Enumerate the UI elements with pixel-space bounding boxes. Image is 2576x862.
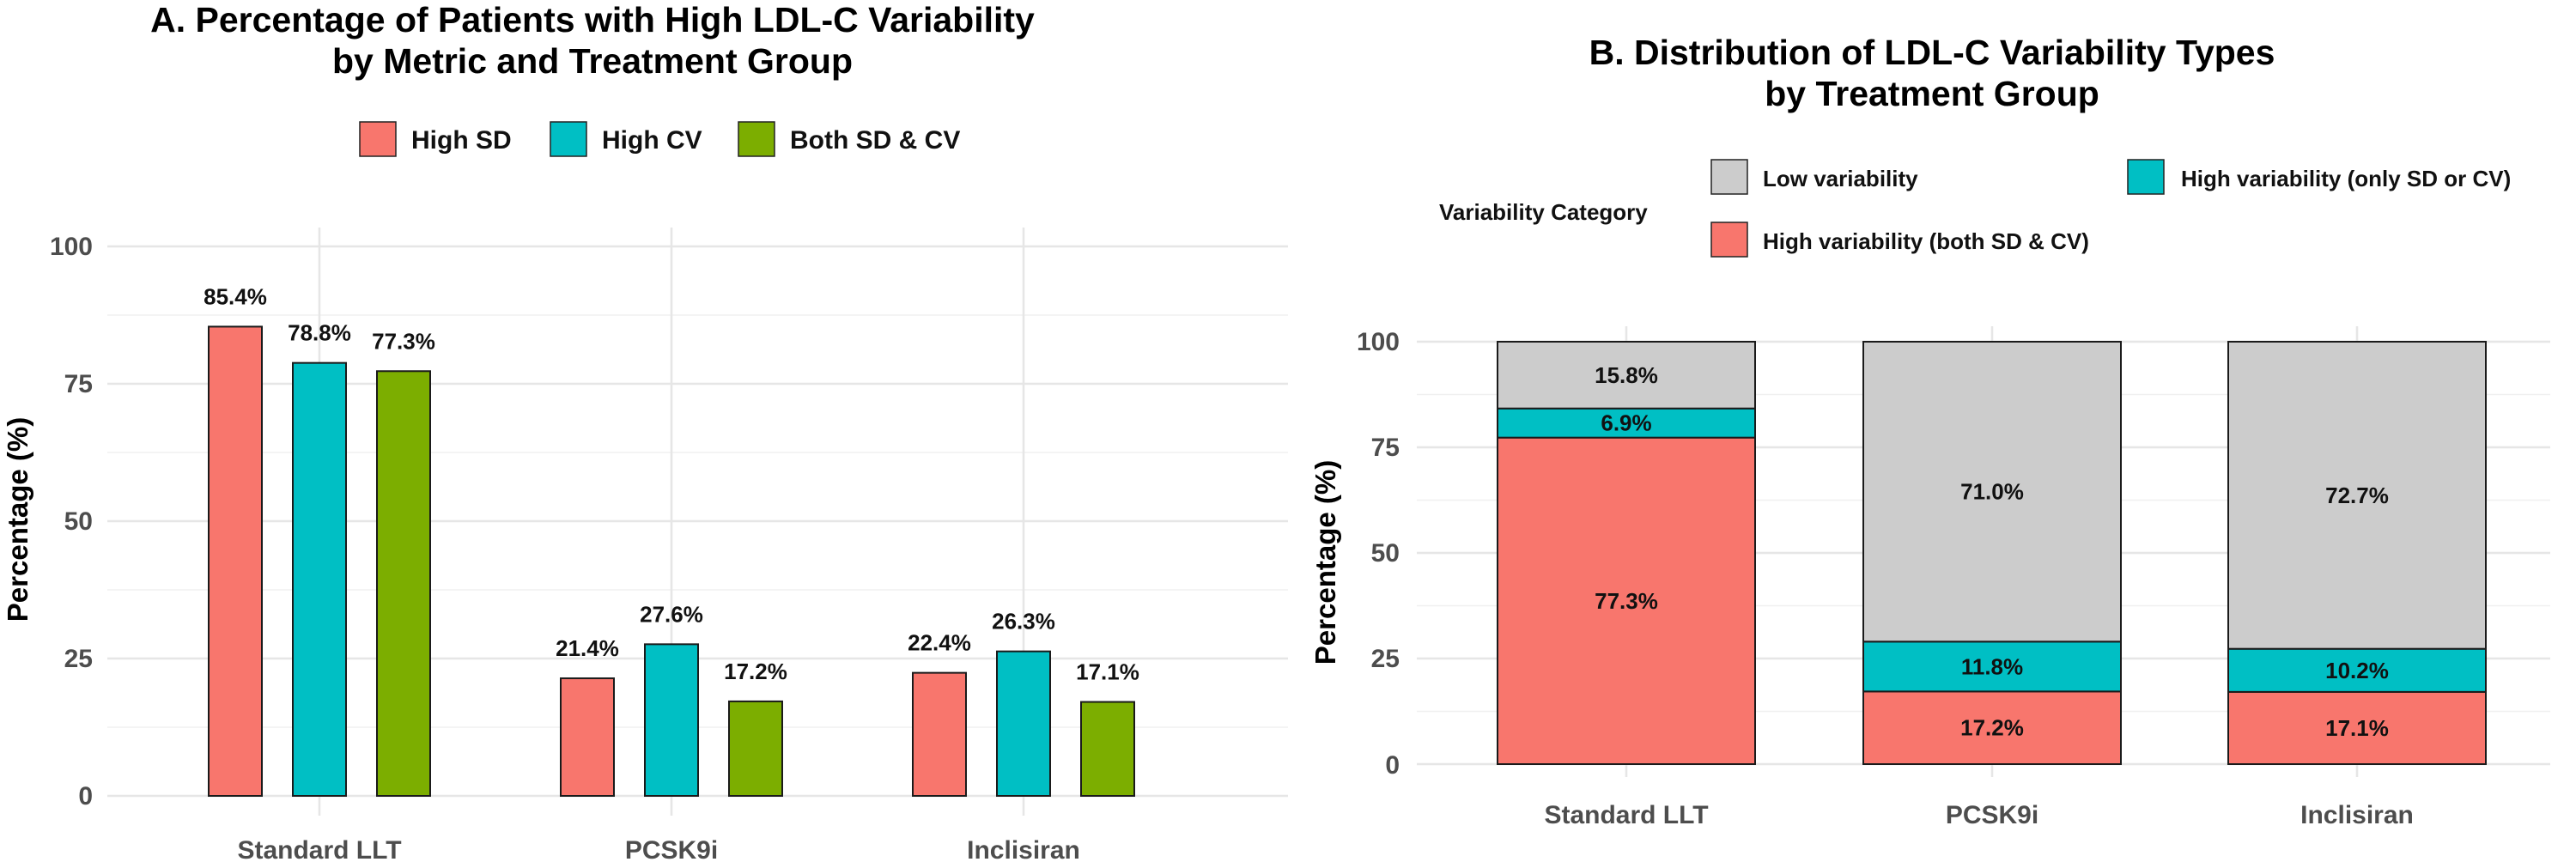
data-label-high-cv-pcsk9i: 27.6% <box>640 601 703 627</box>
panel-b-xtick-standard-llt: Standard LLT <box>1544 801 1708 829</box>
segment-label-low-variability-standard-llt: 15.8% <box>1595 362 1658 388</box>
segment-label-high-variability-only-sd-or-cv-pcsk9i: 11.8% <box>1961 653 2023 679</box>
panel-b-legend: Variability Category Low variability Hig… <box>1439 159 2511 258</box>
panel-b-xtick-pcsk9i: PCSK9i <box>1946 801 2038 829</box>
panel-b-title-line2: by Treatment Group <box>1765 74 2099 113</box>
panel-b-plot-area: 77.3% 6.9% 15.8% 17.2% 11.8% 71.0% 17.1% 10.2% 7… <box>1417 326 2550 777</box>
panel-b-ytick-75: 75 <box>1371 434 1400 462</box>
segment-label-high-variability-both-sd-cv-pcsk9i: 17.2% <box>1960 715 2024 741</box>
panel-a-ytick-0: 0 <box>78 782 93 810</box>
bar-high-cv-standard-llt <box>292 361 347 797</box>
stacked-segment-low-variability-pcsk9i <box>1862 341 2122 643</box>
panel-a-title-line2: by Metric and Treatment Group <box>332 41 853 81</box>
legend-swatch-both <box>738 121 775 157</box>
legend-label-high-sd: High SD <box>411 126 512 155</box>
panel-b: B. Distribution of LDL-C Variability Typ… <box>1309 33 2550 829</box>
panel-a-ytick-50: 50 <box>64 507 93 536</box>
stacked-segment-low-variability-standard-llt <box>1497 341 1756 410</box>
bar-both-sd-cv-inclisiran <box>1080 701 1135 797</box>
panel-b-title-line1: B. Distribution of LDL-C Variability Typ… <box>1589 33 2275 72</box>
panel-b-xtick-inclisiran: Inclisiran <box>2300 801 2414 829</box>
panel-b-ytick-100: 100 <box>1357 328 1400 356</box>
panel-a-xtick-standard-llt: Standard LLT <box>237 836 401 862</box>
segment-label-high-variability-both-sd-cv-standard-llt: 77.3% <box>1595 588 1658 614</box>
stacked-segment-high-variability-both-sd-cv-standard-llt <box>1497 436 1756 765</box>
legend-label-high-only: High variability (only SD or CV) <box>2181 166 2511 191</box>
legend-swatch-low-variability <box>1710 159 1748 195</box>
panel-b-ytick-50: 50 <box>1371 539 1400 568</box>
legend-label-high-cv: High CV <box>602 126 702 155</box>
legend-swatch-high-sd <box>359 121 397 157</box>
data-label-high-sd-inclisiran: 22.4% <box>908 630 971 656</box>
panel-a-xtick-inclisiran: Inclisiran <box>967 836 1080 862</box>
panel-b-ytick-0: 0 <box>1385 751 1400 780</box>
panel-b-ytick-25: 25 <box>1371 645 1400 673</box>
segment-label-low-variability-pcsk9i: 71.0% <box>1960 479 2024 505</box>
panel-a-legend: High SD High CV Both SD & CV <box>359 121 960 157</box>
legend-label-high-both: High variability (both SD & CV) <box>1763 228 2089 254</box>
data-label-both-sd-cv-inclisiran: 17.1% <box>1076 659 1139 685</box>
data-label-both-sd-cv-pcsk9i: 17.2% <box>724 659 787 684</box>
stacked-segment-low-variability-inclisiran <box>2227 341 2487 650</box>
legend-swatch-high-both <box>1710 222 1748 258</box>
bar-both-sd-cv-pcsk9i <box>728 700 783 797</box>
segment-label-high-variability-only-sd-or-cv-inclisiran: 10.2% <box>2325 658 2389 683</box>
legend-label-both: Both SD & CV <box>790 126 960 155</box>
data-label-high-sd-pcsk9i: 21.4% <box>556 635 619 661</box>
legend-swatch-high-cv <box>550 121 587 157</box>
segment-label-high-variability-only-sd-or-cv-standard-llt: 6.9% <box>1601 410 1651 436</box>
panel-a-xtick-pcsk9i: PCSK9i <box>625 836 718 862</box>
data-label-high-cv-inclisiran: 26.3% <box>992 609 1055 634</box>
legend-swatch-high-only <box>2127 159 2165 195</box>
panel-a: A. Percentage of Patients with High LDL-… <box>2 0 1288 862</box>
stacked-segment-high-variability-both-sd-cv-inclisiran <box>2227 690 2487 765</box>
panel-a-y-axis-title: Percentage (%) <box>2 417 33 622</box>
data-label-both-sd-cv-standard-llt: 77.3% <box>372 328 435 354</box>
bar-high-cv-pcsk9i <box>644 643 699 797</box>
panel-b-y-axis-title: Percentage (%) <box>1309 460 1341 665</box>
segment-label-high-variability-both-sd-cv-inclisiran: 17.1% <box>2325 715 2389 741</box>
legend-title-variability-category: Variability Category <box>1439 199 1648 225</box>
bar-high-cv-inclisiran <box>996 650 1051 797</box>
panel-a-plot-area: 85.4% 21.4% 22.4% 78.8% 27.6% 26.3% 77.3% 17.2%… <box>107 228 1288 816</box>
bar-high-sd-pcsk9i <box>560 677 615 797</box>
segment-label-low-variability-inclisiran: 72.7% <box>2325 483 2389 508</box>
legend-label-low-variability: Low variability <box>1763 166 1918 191</box>
data-label-high-sd-standard-llt: 85.4% <box>204 283 267 309</box>
data-label-high-cv-standard-llt: 78.8% <box>288 320 351 346</box>
panel-a-ytick-25: 25 <box>64 645 93 673</box>
stacked-segment-high-variability-only-sd-or-cv-standard-llt <box>1497 407 1756 439</box>
bar-high-sd-standard-llt <box>208 325 263 797</box>
bar-both-sd-cv-standard-llt <box>376 370 431 797</box>
panel-a-title-line1: A. Percentage of Patients with High LDL-… <box>150 0 1035 39</box>
panel-a-ytick-75: 75 <box>64 370 93 398</box>
stacked-segment-high-variability-only-sd-or-cv-inclisiran <box>2227 647 2487 693</box>
bar-high-sd-inclisiran <box>912 671 967 798</box>
panel-a-ytick-100: 100 <box>50 233 93 261</box>
